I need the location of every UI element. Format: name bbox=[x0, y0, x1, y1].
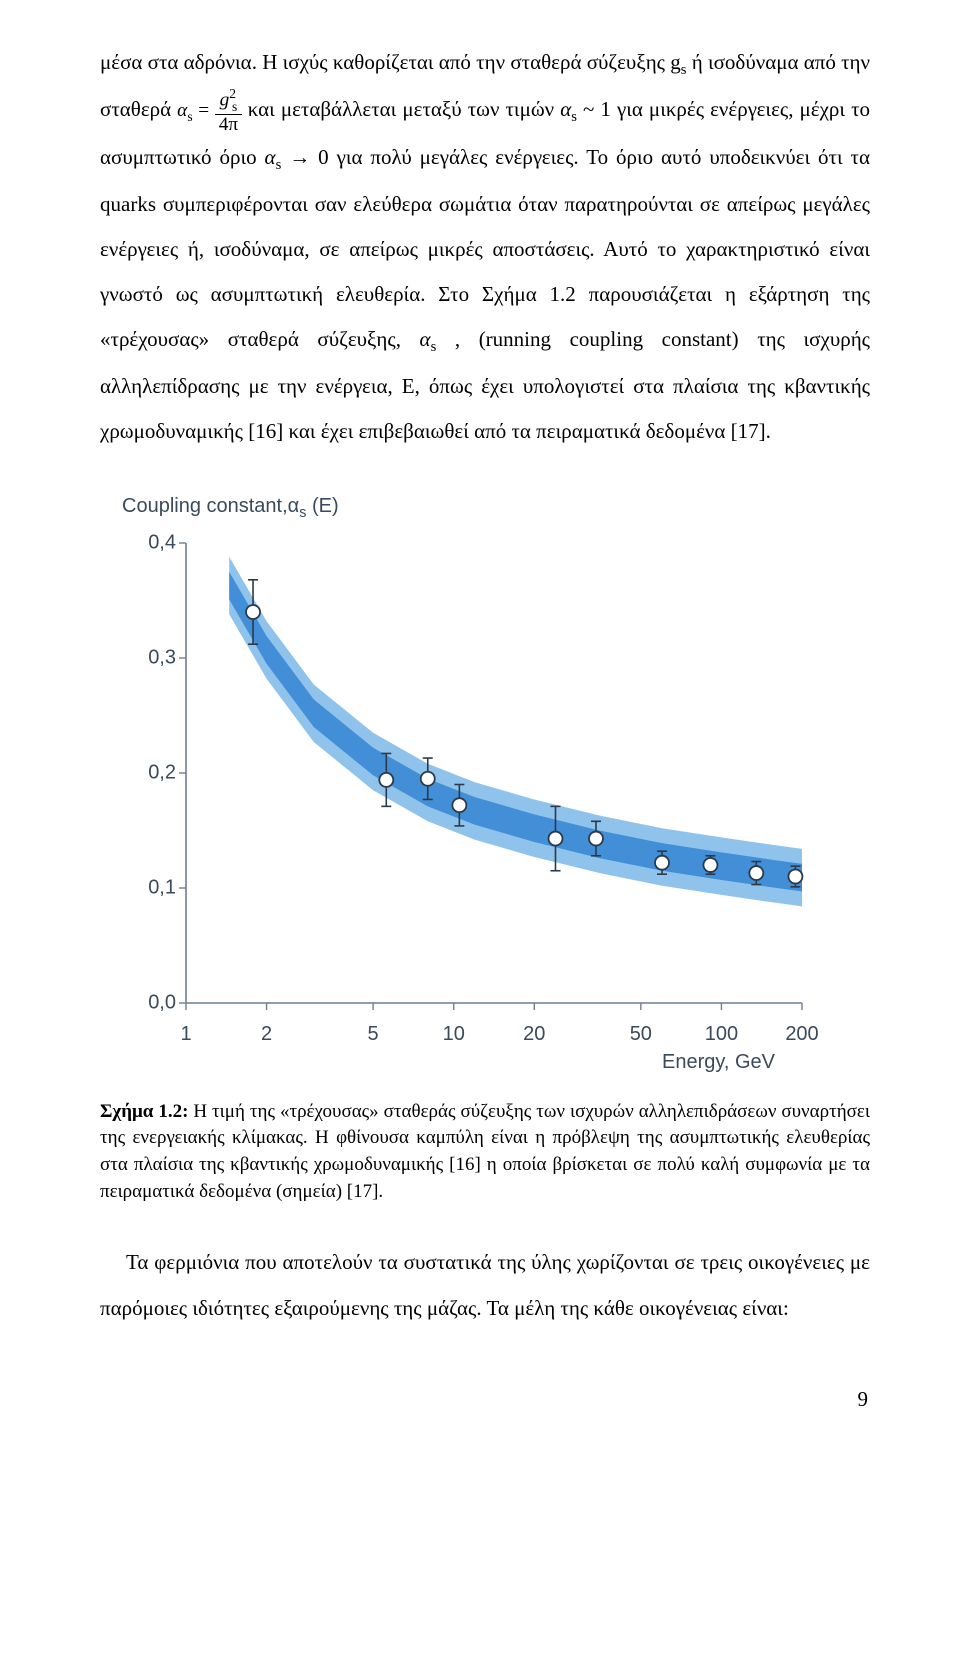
figure-1-2: Coupling constant,αs (E) 0,00,10,20,30,4… bbox=[100, 485, 870, 1075]
page-container: μέσα στα αδρόνια. Η ισχύς καθορίζεται απ… bbox=[0, 0, 960, 1462]
caption-text: Η τιμή της «τρέχουσας» σταθεράς σύζευξης… bbox=[100, 1101, 870, 1203]
figure-caption: Σχήμα 1.2: Η τιμή της «τρέχουσας» σταθερ… bbox=[100, 1099, 870, 1207]
text: μέσα στα αδρόνια. Η ισχύς καθορίζεται απ… bbox=[100, 50, 681, 74]
chart-svg bbox=[122, 535, 812, 1075]
caption-lead: Σχήμα 1.2: bbox=[100, 1101, 188, 1122]
equals: = bbox=[193, 100, 215, 121]
alpha: α bbox=[265, 145, 276, 169]
y-tick-label: 0,4 bbox=[132, 521, 176, 564]
x-tick-label: 1 bbox=[156, 1013, 216, 1056]
y-tick-label: 0,2 bbox=[132, 751, 176, 794]
subscript-s: s bbox=[232, 99, 237, 114]
page-number: 9 bbox=[100, 1377, 870, 1422]
paragraph-strong-coupling: μέσα στα αδρόνια. Η ισχύς καθορίζεται απ… bbox=[100, 40, 870, 455]
text: και μεταβάλλεται μεταξύ των τιμών bbox=[248, 97, 560, 121]
text: → 0 για πολύ μεγάλες ενέργειες. Το όριο … bbox=[100, 145, 870, 351]
x-tick-label: 10 bbox=[424, 1013, 484, 1056]
alpha: α bbox=[177, 100, 187, 121]
four-pi: 4π bbox=[215, 115, 242, 135]
chart-title-b: (E) bbox=[306, 495, 338, 517]
y-tick-label: 0,3 bbox=[132, 636, 176, 679]
y-tick-label: 0,1 bbox=[132, 866, 176, 909]
x-tick-label: 2 bbox=[237, 1013, 297, 1056]
page-number-value: 9 bbox=[858, 1387, 869, 1411]
x-tick-label: 20 bbox=[504, 1013, 564, 1056]
alpha: α bbox=[560, 97, 571, 121]
x-axis-title: Energy, GeV bbox=[662, 1041, 812, 1084]
text: Τα φερμιόνια που αποτελούν τα συστατικά … bbox=[100, 1250, 870, 1319]
paragraph-fermion-families: Τα φερμιόνια που αποτελούν τα συστατικά … bbox=[100, 1240, 870, 1330]
x-tick-label: 5 bbox=[343, 1013, 403, 1056]
alpha: α bbox=[420, 327, 431, 351]
eq-alpha-s-definition: αs = g2s 4π bbox=[177, 100, 248, 121]
chart-area: 0,00,10,20,30,4125102050100200Energy, Ge… bbox=[122, 535, 812, 1075]
g: g bbox=[220, 90, 230, 111]
chart-title-a: Coupling constant,α bbox=[122, 495, 299, 517]
chart-title: Coupling constant,αs (E) bbox=[122, 485, 870, 529]
